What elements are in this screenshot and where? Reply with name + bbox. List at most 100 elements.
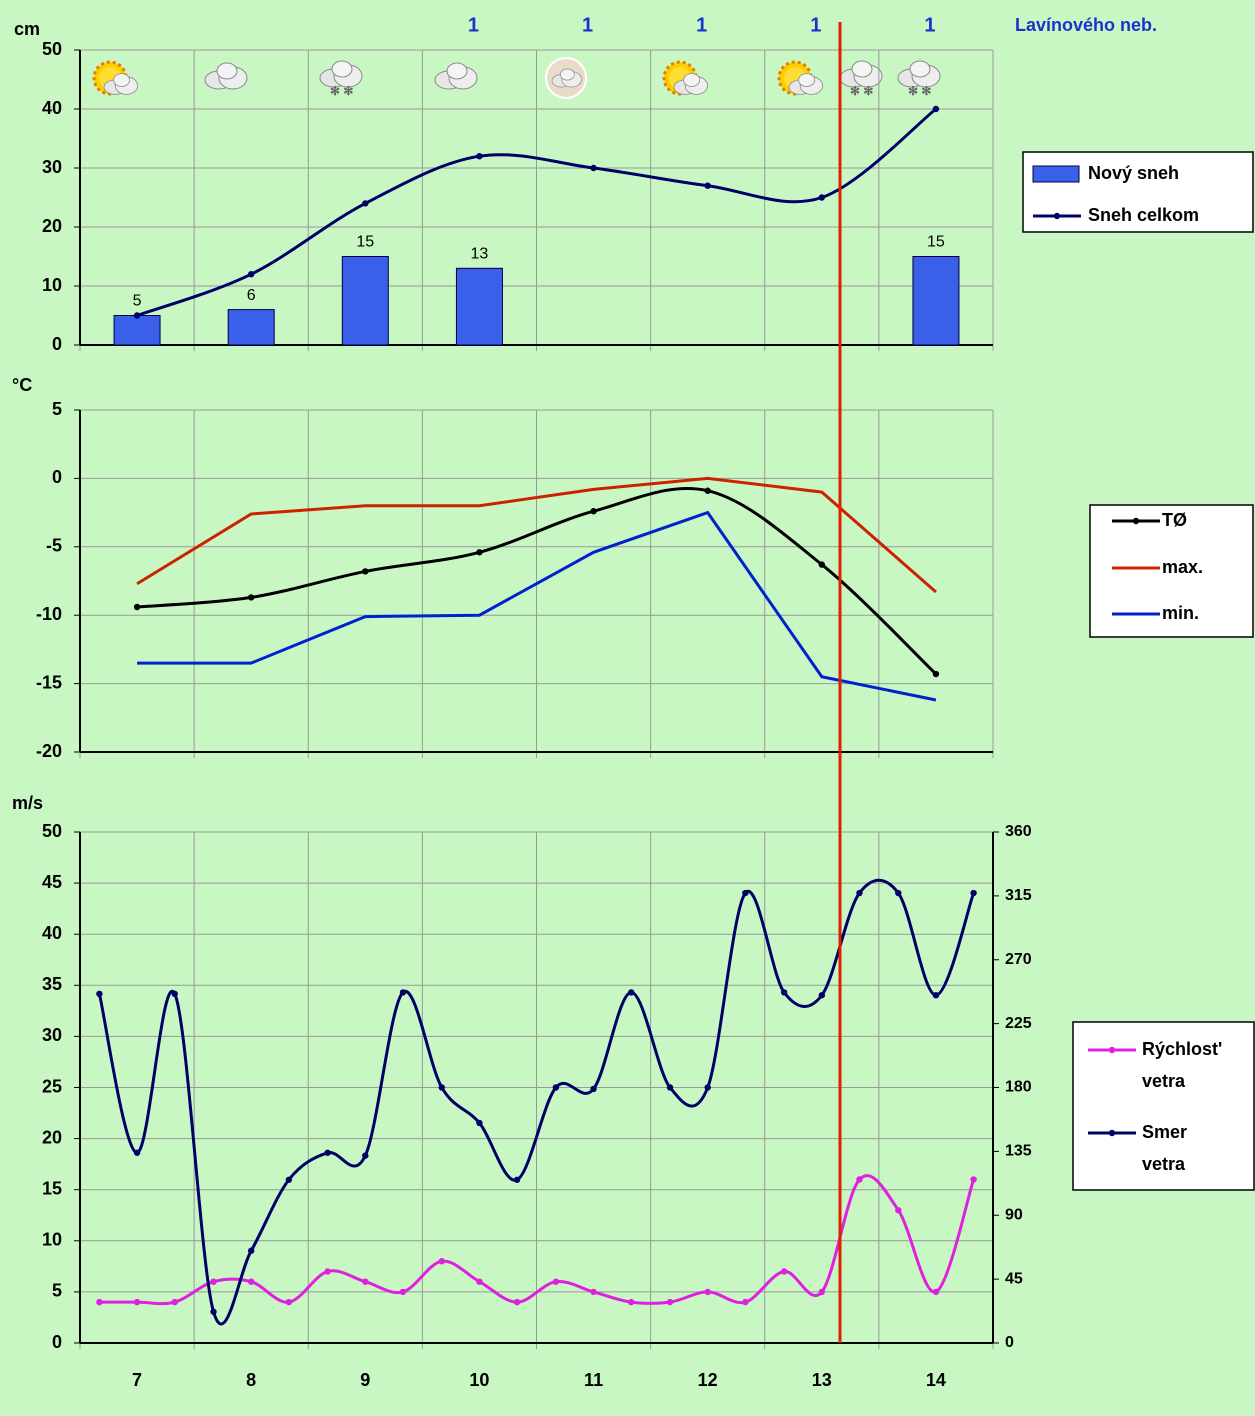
annotation-label: Lavínového neb. (1015, 15, 1157, 35)
marker (476, 153, 483, 160)
y2-tick-label: 180 (1005, 1079, 1032, 1096)
marker (476, 1119, 483, 1127)
annotation-value: 1 (924, 14, 935, 36)
y-tick-label: 25 (42, 1076, 62, 1096)
marker (932, 105, 940, 113)
legend-marker (1108, 1046, 1116, 1054)
marker (590, 164, 597, 172)
y-tick-label: 50 (42, 39, 62, 59)
marker (285, 1176, 293, 1183)
y-tick-label: 20 (42, 1127, 62, 1147)
y-tick-label: 35 (42, 974, 62, 994)
y2-tick-label: 90 (1005, 1206, 1023, 1223)
marker (895, 889, 902, 897)
marker (513, 1298, 521, 1306)
marker (362, 200, 369, 207)
marker (666, 1298, 674, 1306)
legend-marker (1053, 212, 1061, 220)
marker (742, 1298, 749, 1306)
legend-label: Sneh celkom (1088, 205, 1199, 225)
y-tick-label: 0 (52, 467, 62, 487)
marker (362, 1152, 369, 1159)
marker (133, 1298, 141, 1306)
y-tick-label: -5 (46, 536, 62, 556)
marker (133, 312, 141, 319)
marker (362, 1278, 369, 1285)
marker (324, 1268, 331, 1275)
y2-tick-label: 315 (1005, 887, 1032, 904)
legend-label: Smer vetra (1142, 1122, 1192, 1174)
x-tick-label: 14 (926, 1370, 946, 1390)
marker (970, 889, 977, 897)
y-tick-label: -10 (36, 604, 62, 624)
marker (247, 594, 255, 601)
marker (704, 487, 711, 494)
marker (895, 1206, 902, 1214)
marker (133, 603, 141, 611)
y-tick-label: 20 (42, 216, 62, 236)
marker (704, 182, 711, 189)
y-axis-unit: cm (14, 19, 40, 39)
y-axis-unit: m/s (12, 793, 43, 813)
y-tick-label: -20 (36, 741, 62, 761)
marker (628, 989, 635, 996)
x-tick-label: 10 (469, 1370, 489, 1390)
legend-marker (1132, 517, 1140, 525)
marker (362, 568, 369, 575)
y2-tick-label: 360 (1005, 823, 1032, 840)
marker (438, 1084, 445, 1091)
y2-tick-label: 45 (1005, 1270, 1023, 1287)
y2-tick-label: 0 (1005, 1334, 1014, 1351)
marker (96, 990, 103, 998)
x-tick-label: 12 (698, 1370, 718, 1390)
legend-label: max. (1162, 557, 1203, 577)
bar-value-label: 15 (927, 234, 945, 251)
marker (210, 1278, 217, 1285)
y-tick-label: 15 (42, 1178, 62, 1198)
marker (513, 1176, 521, 1183)
bar (113, 315, 161, 346)
legend-label: Nový sneh (1088, 163, 1179, 183)
marker (932, 670, 940, 678)
marker (780, 1268, 788, 1275)
bar-value-label: 5 (133, 293, 142, 310)
x-tick-label: 11 (584, 1370, 603, 1390)
y2-tick-label: 225 (1005, 1015, 1032, 1032)
marker (704, 1288, 711, 1296)
legend-label: TØ (1162, 510, 1187, 530)
legend-label: Rýchlost' vetra (1142, 1039, 1227, 1091)
annotation-value: 1 (582, 14, 593, 36)
series-line (137, 510, 937, 702)
bar (227, 309, 275, 346)
marker (970, 1176, 977, 1183)
bar-value-label: 13 (471, 246, 489, 263)
bar (455, 267, 503, 346)
y-tick-label: 45 (42, 872, 62, 892)
marker (628, 1298, 635, 1306)
y-tick-label: 0 (52, 1332, 62, 1352)
series-line (136, 476, 937, 594)
marker (704, 1084, 711, 1091)
marker (247, 1247, 255, 1254)
y2-tick-label: 270 (1005, 951, 1032, 968)
marker (818, 561, 826, 568)
marker (133, 1149, 141, 1156)
bar-value-label: 15 (356, 234, 374, 251)
marker (171, 1298, 178, 1306)
marker (780, 989, 788, 996)
y-tick-label: 30 (42, 1025, 62, 1045)
marker (590, 508, 597, 515)
legend-box (1022, 151, 1254, 233)
marker (856, 889, 863, 897)
annotation-value: 1 (810, 14, 821, 36)
marker (818, 992, 826, 999)
marker (399, 989, 407, 996)
bar (341, 256, 389, 346)
marker (210, 1308, 217, 1315)
marker (818, 194, 826, 201)
marker (932, 992, 940, 999)
legend-marker (1108, 1129, 1116, 1137)
legend-label: min. (1162, 603, 1199, 623)
marker (247, 1278, 255, 1285)
